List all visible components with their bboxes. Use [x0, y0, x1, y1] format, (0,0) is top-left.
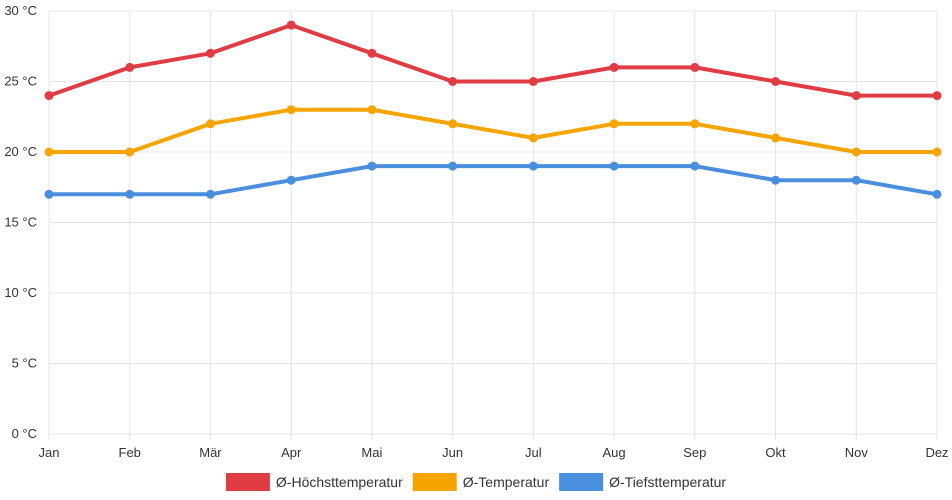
data-point	[367, 161, 377, 171]
y-tick-label: 5 °C	[12, 356, 37, 371]
data-point	[690, 119, 700, 129]
series-group	[44, 20, 942, 101]
x-tick-label: Jan	[39, 445, 60, 460]
legend-swatch	[412, 473, 457, 491]
legend: Ø-Höchsttemperatur Ø-Temperatur Ø-Tiefstte…	[225, 473, 726, 491]
data-point	[771, 175, 781, 185]
legend-item: Ø-Temperatur	[412, 473, 550, 491]
series-group	[44, 105, 942, 157]
data-point	[44, 91, 54, 101]
data-point	[851, 175, 861, 185]
legend-label: Ø-Höchsttemperatur	[276, 474, 403, 490]
y-tick-label: 0 °C	[12, 426, 37, 441]
y-tick-label: 25 °C	[4, 74, 37, 89]
data-point	[528, 161, 538, 171]
x-tick-label: Feb	[119, 445, 141, 460]
data-point	[932, 189, 942, 199]
data-point	[44, 189, 54, 199]
data-point	[528, 133, 538, 143]
data-point	[44, 147, 54, 157]
data-point	[448, 119, 458, 129]
x-tick-label: Apr	[281, 445, 302, 460]
data-point	[851, 91, 861, 101]
legend-label: Ø-Tiefsttemperatur	[609, 474, 726, 490]
data-point	[609, 161, 619, 171]
data-point	[851, 147, 861, 157]
y-tick-label: 30 °C	[4, 3, 37, 18]
series-group	[44, 161, 942, 199]
x-tick-label: Dez	[925, 445, 948, 460]
legend-swatch	[225, 473, 270, 491]
legend-item: Ø-Höchsttemperatur	[225, 473, 403, 491]
legend-swatch	[559, 473, 604, 491]
data-point	[690, 161, 700, 171]
data-point	[367, 105, 377, 115]
x-tick-label: Sep	[683, 445, 706, 460]
data-point	[448, 161, 458, 171]
y-tick-label: 20 °C	[4, 144, 37, 159]
data-point	[125, 147, 135, 157]
data-point	[690, 62, 700, 72]
data-point	[609, 62, 619, 72]
data-point	[125, 189, 135, 199]
x-tick-label: Jul	[525, 445, 542, 460]
data-point	[932, 147, 942, 157]
data-point	[771, 77, 781, 86]
data-point	[528, 77, 538, 86]
data-point	[286, 175, 296, 185]
axes: 0 °C 5 °C 10 °C 15 °C 20 °C 25 °C 30 °C Jan Feb M…	[4, 3, 948, 460]
series-lines	[44, 20, 942, 199]
data-point	[286, 105, 296, 115]
series-line	[47, 23, 939, 98]
y-tick-label: 10 °C	[4, 285, 37, 300]
x-tick-label: Mai	[361, 445, 382, 460]
y-tick-label: 15 °C	[4, 215, 37, 230]
x-tick-label: Nov	[845, 445, 869, 460]
x-tick-label: Okt	[765, 445, 786, 460]
legend-item: Ø-Tiefsttemperatur	[559, 473, 726, 491]
data-point	[205, 48, 215, 58]
data-point	[609, 119, 619, 129]
data-point	[448, 77, 458, 86]
legend-label: Ø-Temperatur	[463, 474, 550, 490]
data-point	[932, 91, 942, 101]
x-tick-label: Jun	[442, 445, 463, 460]
data-point	[205, 119, 215, 129]
x-tick-label: Aug	[603, 445, 626, 460]
data-point	[367, 48, 377, 58]
data-point	[286, 20, 296, 30]
series-line	[47, 107, 939, 154]
x-tick-label: Mär	[199, 445, 222, 460]
data-point	[771, 133, 781, 143]
data-point	[125, 62, 135, 72]
series-line	[47, 164, 939, 197]
grid	[48, 10, 938, 440]
data-point	[205, 189, 215, 199]
